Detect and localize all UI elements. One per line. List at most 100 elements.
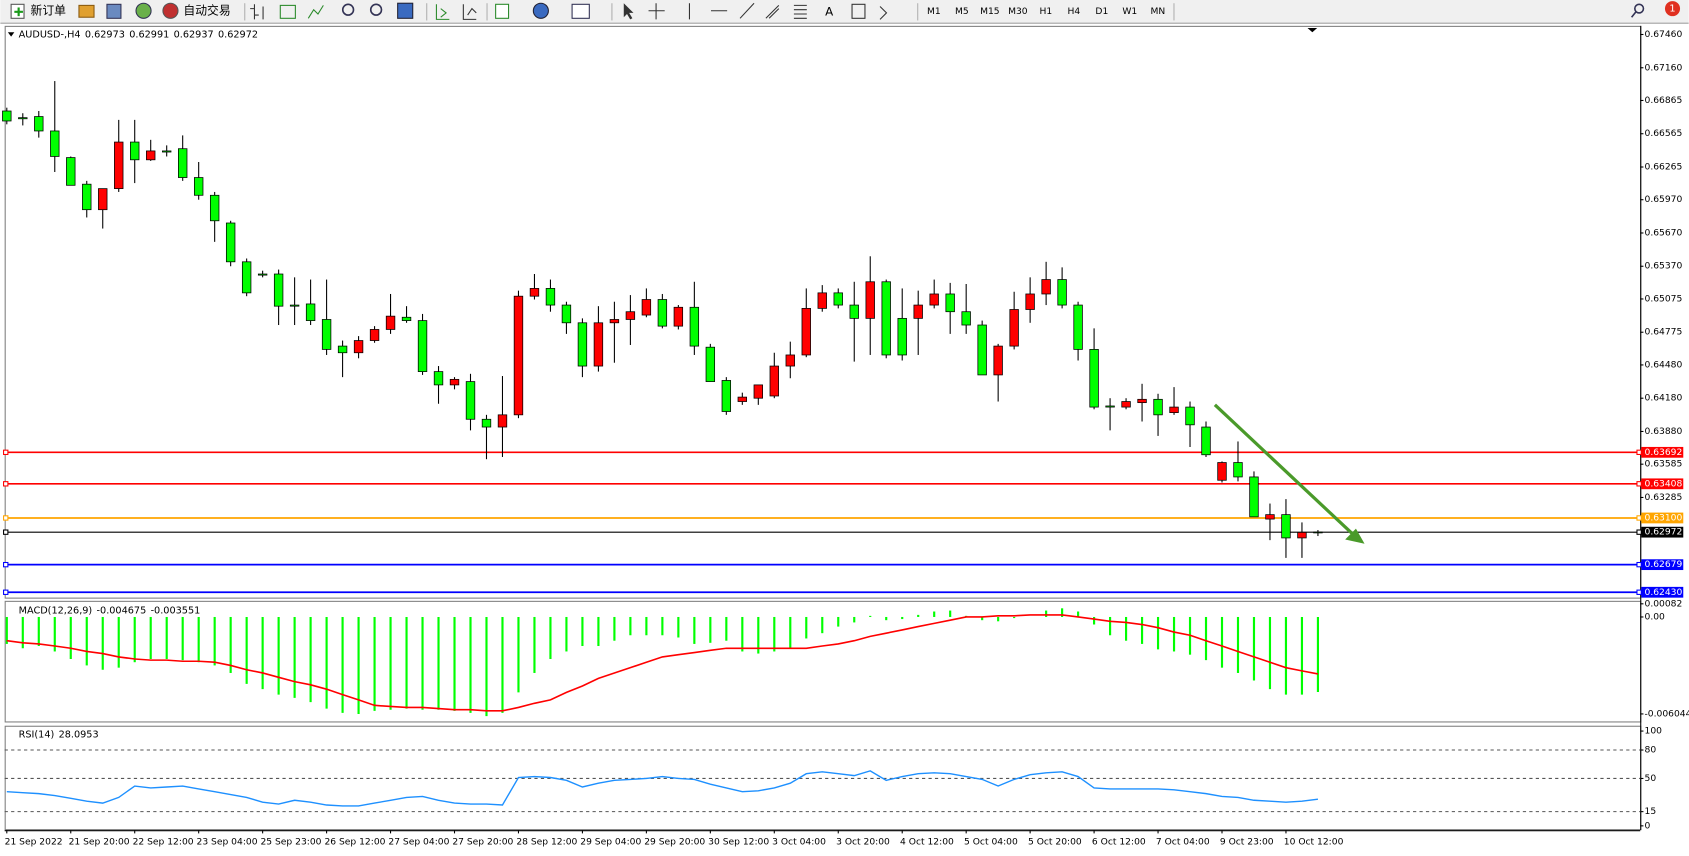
icon[interactable] — [106, 3, 122, 19]
header-part: MACD(12,26,9) — [19, 606, 93, 617]
icon[interactable] — [250, 4, 264, 20]
candle-body — [849, 304, 859, 319]
candle-body — [1249, 476, 1259, 518]
search-icon[interactable] — [1634, 3, 1645, 14]
text-tool[interactable]: A — [825, 4, 833, 18]
price-tag-label: 0.63692 — [1645, 448, 1683, 458]
icon[interactable] — [397, 2, 414, 19]
y-tick-label: 100 — [1645, 727, 1663, 737]
y-tick-label: 0.63285 — [1645, 493, 1683, 503]
header-marker — [7, 32, 15, 37]
icon[interactable] — [648, 3, 665, 20]
candle-body — [1041, 279, 1051, 295]
icon — [14, 7, 23, 17]
candle-body — [337, 345, 348, 354]
x-tick-label: 28 Sep 12:00 — [516, 838, 577, 848]
timeframe-button[interactable]: MN — [1150, 7, 1165, 17]
auto-trade-button[interactable]: 自动交易 — [162, 2, 231, 19]
timeframe-button[interactable]: M15 — [980, 7, 1000, 17]
x-tick-label: 25 Sep 23:00 — [260, 838, 321, 848]
icon[interactable] — [369, 3, 383, 16]
y-tick-label: 0.65970 — [1645, 195, 1683, 205]
icon[interactable] — [435, 4, 450, 20]
y-tick-label: 0.67460 — [1645, 30, 1683, 40]
x-tick-label: 27 Sep 04:00 — [388, 838, 449, 848]
icon[interactable] — [623, 3, 634, 20]
candle-body — [130, 141, 140, 161]
timeframe-button[interactable]: D1 — [1095, 7, 1108, 17]
x-tick-label: 4 Oct 12:00 — [900, 838, 954, 848]
icon[interactable] — [765, 5, 780, 19]
notification-count: 1 — [1669, 4, 1675, 15]
timeframe-button[interactable]: M1 — [927, 7, 941, 17]
level-handle — [1636, 529, 1642, 535]
timeframe-button[interactable]: H1 — [1039, 7, 1052, 17]
y-tick-label: 0.67160 — [1645, 63, 1683, 73]
candle-body — [657, 299, 668, 327]
timeframe-button[interactable]: M30 — [1008, 7, 1028, 17]
price-tag — [1641, 446, 1684, 458]
x-tick-label: 9 Oct 23:00 — [1220, 838, 1274, 848]
y-tick-label: 0.66865 — [1645, 96, 1683, 106]
y-tick-label: 15 — [1645, 807, 1657, 817]
icon[interactable] — [851, 3, 866, 19]
price-tag — [1641, 526, 1684, 538]
icon[interactable] — [341, 3, 355, 16]
level-handle — [1636, 449, 1642, 456]
candle-body — [98, 188, 108, 211]
icon — [162, 2, 179, 19]
icon[interactable] — [279, 4, 296, 19]
signal-line — [6, 614, 1319, 712]
x-tick-label: 22 Sep 12:00 — [133, 838, 194, 848]
candle-body — [18, 117, 28, 120]
candle-body — [1185, 406, 1195, 426]
icon[interactable] — [78, 4, 95, 18]
price-tag-label: 0.63408 — [1645, 479, 1683, 489]
icon[interactable] — [739, 2, 755, 19]
icon[interactable] — [495, 3, 510, 19]
x-tick-label: 5 Oct 20:00 — [1028, 838, 1082, 848]
level-handle — [3, 449, 9, 456]
timeframe-button[interactable]: W1 — [1122, 7, 1137, 17]
candle-body — [273, 273, 284, 307]
icon[interactable] — [462, 4, 477, 20]
indicator-header: MACD(12,26,9) -0.004675 -0.003551 — [19, 606, 201, 617]
y-tick-label: 0.64775 — [1645, 328, 1683, 338]
candle-body — [1153, 398, 1163, 416]
timeframe-button[interactable]: H4 — [1067, 7, 1080, 17]
icon[interactable] — [571, 3, 590, 19]
timeframe-button[interactable]: M5 — [955, 7, 969, 17]
icon[interactable] — [532, 2, 549, 19]
icon[interactable] — [307, 5, 324, 19]
x-tick-label: 3 Oct 20:00 — [836, 838, 890, 848]
icon[interactable] — [135, 2, 152, 19]
candle-body — [1201, 426, 1211, 456]
candle-body — [673, 306, 684, 327]
y-tick-label: 0.63880 — [1645, 427, 1683, 437]
icon[interactable] — [793, 4, 807, 19]
candle-body — [82, 183, 92, 211]
x-tick-label: 29 Sep 04:00 — [580, 838, 641, 848]
candle-body — [945, 293, 955, 313]
notification-badge[interactable] — [1664, 1, 1681, 17]
candle-body — [497, 414, 508, 428]
search-icon[interactable] — [1630, 11, 1637, 18]
y-tick-label: 0 — [1645, 821, 1651, 831]
candle-body — [385, 315, 396, 330]
level-handle — [3, 481, 9, 487]
y-tick-label: 0.00082 — [1645, 599, 1683, 609]
header-part: 0.62973 — [85, 29, 125, 40]
trend-arrow-head — [1345, 528, 1365, 544]
candle-body — [257, 273, 268, 276]
icon[interactable] — [879, 6, 888, 20]
candle-body — [897, 317, 907, 356]
candle-body — [577, 322, 588, 367]
new-order-button[interactable]: 新订单 — [10, 3, 66, 19]
candle-body — [913, 304, 923, 319]
candle-body — [146, 150, 156, 161]
candle-body — [1105, 405, 1115, 408]
chart-shift-marker — [1307, 27, 1318, 33]
y-tick-label: 0.66265 — [1645, 163, 1683, 173]
